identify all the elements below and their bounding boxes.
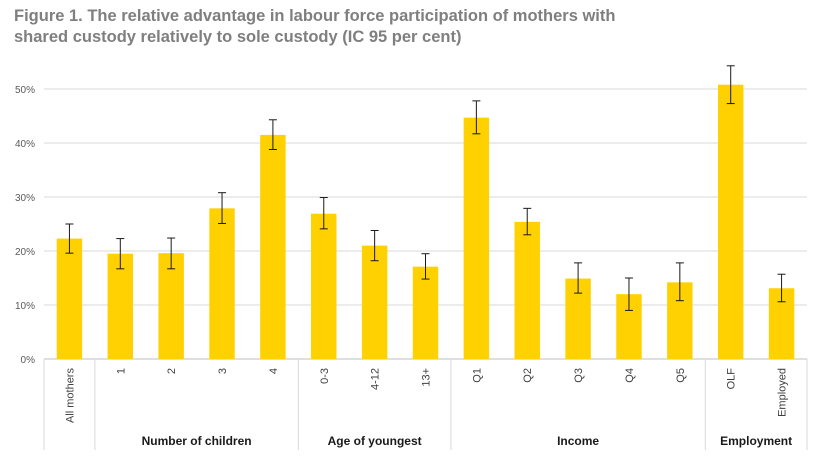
bar [260, 134, 286, 359]
bar [107, 253, 134, 359]
x-tick-label: 0-3 [319, 368, 331, 384]
y-tick-label: 50% [15, 85, 35, 96]
x-tick-label: Q4 [624, 368, 636, 383]
x-tick-label: All mothers [64, 368, 76, 424]
bar [311, 213, 337, 359]
bar [463, 117, 490, 360]
x-tick-label: Q2 [522, 368, 534, 383]
y-tick-label: 40% [15, 139, 35, 150]
y-tick-label: 10% [15, 301, 35, 312]
chart-title-line-2: shared custody relatively to sole custod… [14, 28, 462, 46]
bar [514, 221, 540, 359]
y-tick-label: 0% [21, 355, 36, 366]
y-tick-label: 30% [15, 193, 35, 204]
y-tick-label: 20% [15, 247, 35, 258]
x-axis: All mothers 1 2 3 4 0-3 4-12 13+ Q1 Q2 Q3 Q4 Q5 OLF Em… [43, 359, 808, 450]
x-tick-label: OLF [726, 368, 738, 390]
chart-title-line-1: Figure 1. The relative advantage in labo… [14, 7, 616, 25]
chart-title: Figure 1. The relative advantage in labo… [14, 6, 804, 48]
x-tick-label: Q5 [675, 368, 687, 383]
x-tick-label: 4-12 [370, 368, 382, 390]
x-tick-label: Q1 [471, 368, 483, 383]
bar [209, 208, 235, 359]
error-bars [65, 65, 786, 311]
bar [158, 253, 184, 359]
group-label: Income [557, 434, 599, 448]
bars [56, 84, 795, 360]
bar [361, 245, 388, 359]
group-label: Number of children [142, 434, 252, 448]
group-label: Age of youngest [328, 434, 422, 448]
x-tick-label: 13+ [421, 368, 433, 387]
bar [412, 266, 439, 359]
x-tick-label: 4 [268, 368, 280, 374]
x-tick-label: Q3 [573, 368, 585, 383]
group-label: Employment [720, 434, 792, 448]
y-axis-tick-labels: 0% 10% 20% 30% 40% 50% [15, 85, 35, 366]
bar [717, 84, 744, 360]
x-tick-label: 2 [166, 368, 178, 374]
x-tick-label: Employed [777, 368, 789, 417]
bar [56, 238, 83, 359]
x-tick-label: 1 [115, 368, 127, 374]
x-tick-label: 3 [217, 368, 229, 374]
